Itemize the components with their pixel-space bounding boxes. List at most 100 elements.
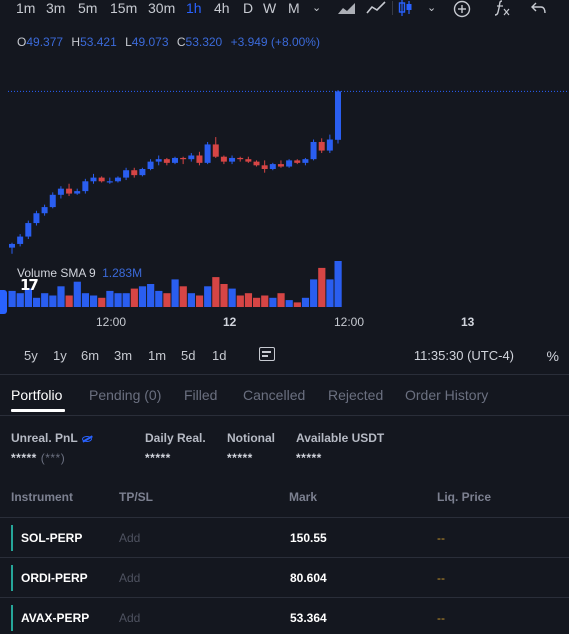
- timeframe-w[interactable]: W: [263, 0, 277, 16]
- col-mark[interactable]: Mark: [289, 490, 318, 504]
- close-value: 53.320: [185, 35, 223, 49]
- percent-toggle[interactable]: %: [546, 348, 559, 364]
- toolbar-separator: [392, 1, 393, 15]
- unrealized-pnl-value: ***** (***): [11, 451, 65, 465]
- volume-indicator: SMA 9: [60, 266, 96, 280]
- chevron-down-icon[interactable]: ⌄: [427, 2, 437, 14]
- candle-body: [114, 177, 121, 182]
- volume-bar: [32, 297, 41, 307]
- col-tpsl[interactable]: TP/SL: [119, 490, 154, 504]
- instrument-name[interactable]: SOL-PERP: [21, 531, 83, 545]
- row-marker: [11, 525, 13, 551]
- table-row[interactable]: AVAX-PERP Add 53.364 --: [0, 597, 569, 634]
- time-axis: 12:00 12 12:00 13: [0, 310, 569, 334]
- candle-body: [310, 141, 317, 160]
- candle-body: [212, 144, 219, 157]
- timeframe-d[interactable]: D: [243, 0, 254, 16]
- volume-bar: [334, 261, 342, 307]
- timeframe-1h[interactable]: 1h: [186, 0, 202, 16]
- candle-body: [25, 223, 32, 237]
- volume-bar: [212, 277, 220, 307]
- timeframe-15m[interactable]: 15m: [110, 0, 138, 16]
- col-liq-price[interactable]: Liq. Price: [437, 490, 492, 504]
- tradingview-logo-icon: 17: [20, 276, 39, 294]
- add-tpsl-link[interactable]: Add: [119, 611, 141, 625]
- tab-portfolio[interactable]: Portfolio: [11, 387, 63, 403]
- range-1y[interactable]: 1y: [53, 348, 67, 363]
- range-1m[interactable]: 1m: [148, 348, 167, 363]
- range-1d[interactable]: 1d: [212, 348, 227, 363]
- unrealized-pnl-masked: *****: [11, 451, 37, 465]
- tab-cancelled[interactable]: Cancelled: [243, 387, 306, 403]
- volume-bar: [81, 293, 90, 307]
- x-axis-label: 12:00: [96, 315, 127, 329]
- instrument-name[interactable]: ORDI-PERP: [21, 571, 88, 585]
- candlestick-icon[interactable]: [398, 0, 414, 16]
- add-tpsl-link[interactable]: Add: [119, 571, 141, 585]
- timeframe-4h[interactable]: 4h: [214, 0, 230, 16]
- add-indicator-icon[interactable]: [453, 0, 471, 18]
- undo-icon[interactable]: [530, 1, 546, 15]
- candle-body: [163, 159, 170, 163]
- low-value: 49.073: [131, 35, 169, 49]
- volume-bar: [122, 293, 130, 307]
- x-axis-label: 12:00: [334, 315, 365, 329]
- candle-body: [196, 155, 203, 163]
- candle-body: [41, 207, 48, 214]
- table-row[interactable]: ORDI-PERP Add 80.604 --: [0, 557, 569, 597]
- candlestick-chart: [8, 90, 569, 307]
- hide-eye-icon[interactable]: [81, 435, 92, 442]
- candle-body: [155, 159, 162, 162]
- timeframe-5m[interactable]: 5m: [78, 0, 98, 16]
- volume-bar: [57, 286, 65, 307]
- timeframe-m[interactable]: M: [288, 0, 300, 16]
- calendar-icon[interactable]: [259, 347, 275, 361]
- candle-body: [82, 181, 89, 192]
- volume-bar: [301, 297, 310, 307]
- candle-body: [229, 157, 236, 162]
- positions-table-header: Instrument TP/SL Mark Liq. Price: [0, 480, 569, 516]
- scroll-handle[interactable]: [0, 290, 7, 314]
- volume-bar: [114, 293, 122, 307]
- unrealized-pnl-percent: (***): [40, 451, 66, 465]
- range-6m[interactable]: 6m: [81, 348, 100, 363]
- timeframe-3m[interactable]: 3m: [46, 0, 66, 16]
- chevron-down-icon[interactable]: ⌄: [312, 2, 322, 14]
- range-bar: 5y 1y 6m 3m 1m 5d 1d 11:35:30 (UTC-4) %: [0, 342, 569, 368]
- volume-bar: [285, 300, 293, 307]
- portfolio-summary: Unreal. PnL ***** (***) Daily Real. ****…: [0, 425, 569, 473]
- volume-bar: [326, 279, 334, 307]
- available-usdt-label: Available USDT: [296, 431, 385, 445]
- tab-filled[interactable]: Filled: [184, 387, 218, 403]
- range-5y[interactable]: 5y: [24, 348, 38, 363]
- volume-bar: [106, 290, 114, 307]
- range-3m[interactable]: 3m: [114, 348, 133, 363]
- volume-bar: [24, 288, 32, 307]
- tab-pending[interactable]: Pending (0): [89, 387, 162, 403]
- price-chart[interactable]: [0, 55, 569, 310]
- volume-bar: [155, 290, 163, 307]
- mark-price: 80.604: [290, 571, 327, 585]
- area-chart-icon[interactable]: [337, 1, 357, 15]
- volume-bar: [253, 297, 261, 307]
- mark-price: 53.364: [290, 611, 327, 625]
- line-chart-icon[interactable]: [366, 1, 386, 15]
- volume-bar: [147, 284, 155, 307]
- candle-body: [204, 144, 211, 163]
- candle-body: [90, 177, 97, 182]
- volume-legend: Volume SMA 9 1.283M: [17, 266, 142, 280]
- instrument-name[interactable]: AVAX-PERP: [21, 611, 90, 625]
- function-icon[interactable]: [494, 0, 512, 16]
- close-key: C: [176, 35, 186, 49]
- timeframe-30m[interactable]: 30m: [148, 0, 176, 16]
- col-instrument[interactable]: Instrument: [11, 490, 74, 504]
- candle-body: [57, 188, 64, 195]
- tab-rejected[interactable]: Rejected: [328, 387, 384, 403]
- range-5d[interactable]: 5d: [181, 348, 196, 363]
- clock-time[interactable]: 11:35:30 (UTC-4): [413, 348, 514, 363]
- liq-price: --: [437, 571, 445, 585]
- add-tpsl-link[interactable]: Add: [119, 531, 141, 545]
- tab-order-history[interactable]: Order History: [405, 387, 489, 403]
- table-row[interactable]: SOL-PERP Add 150.55 --: [0, 517, 569, 557]
- timeframe-1m[interactable]: 1m: [16, 0, 36, 16]
